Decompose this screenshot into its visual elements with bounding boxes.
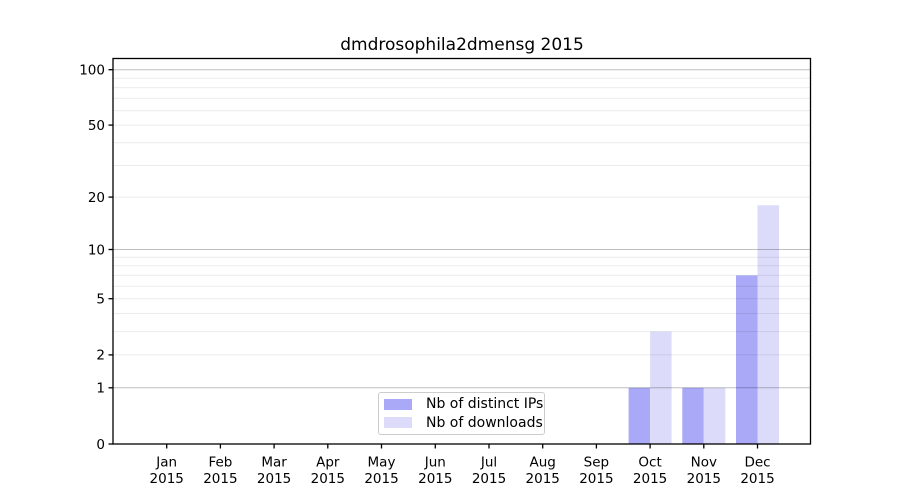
y-tick-label: 2	[96, 348, 105, 364]
bar-distinct-ips-dec	[736, 275, 758, 444]
y-tick-label: 1	[96, 381, 105, 397]
x-tick-label-year: 2015	[257, 471, 291, 487]
y-tick-label: 100	[79, 63, 105, 79]
chart-title: dmdrosophila2dmensg 2015	[340, 35, 584, 55]
x-tick-label-year: 2015	[579, 471, 613, 487]
y-tick-label: 5	[96, 292, 105, 308]
x-tick-label-month: Mar	[261, 455, 287, 471]
legend-entry-downloads: Nb of downloads	[384, 416, 544, 430]
x-tick-label-year: 2015	[740, 471, 774, 487]
x-tick-label-month: May	[368, 455, 396, 471]
legend-swatch-distinct-ips	[384, 398, 412, 410]
bar-distinct-ips-nov	[682, 387, 704, 444]
x-tick-label-month: Oct	[638, 455, 661, 471]
bar-downloads-oct	[650, 331, 672, 444]
plot-frame	[112, 57, 812, 445]
bar-downloads-nov	[703, 387, 726, 444]
x-tick-label-month: Jun	[424, 455, 446, 471]
x-tick-label-month: Sep	[584, 455, 609, 471]
x-tick-label-year: 2015	[364, 471, 398, 487]
x-tick-label-year: 2015	[633, 471, 667, 487]
x-tick-label-year: 2015	[687, 471, 721, 487]
x-tick-label-year: 2015	[311, 471, 345, 487]
x-tick-label-year: 2015	[418, 471, 452, 487]
x-tick-label-month: Apr	[316, 455, 340, 471]
legend-swatch-downloads	[384, 417, 412, 429]
legend-label-distinct-ips: Nb of distinct IPs	[426, 396, 544, 413]
x-tick-label-month: Aug	[530, 455, 556, 471]
y-tick-label: 50	[88, 118, 105, 134]
x-tick-label-month: Nov	[691, 455, 717, 471]
x-tick-label-year: 2015	[203, 471, 237, 487]
x-tick-label-month: Dec	[744, 455, 770, 471]
x-tick-label-month: Jan	[155, 455, 177, 471]
x-tick-label-month: Jul	[480, 455, 497, 471]
bar-distinct-ips-oct	[628, 387, 651, 444]
y-tick-label: 20	[88, 190, 105, 206]
y-tick-label: 10	[88, 242, 105, 258]
x-tick-label-year: 2015	[526, 471, 560, 487]
legend-label-downloads: Nb of downloads	[426, 414, 543, 431]
legend-entry-distinct-ips: Nb of distinct IPs	[384, 397, 544, 411]
legend: Nb of distinct IPs Nb of downloads	[378, 392, 545, 435]
bar-downloads-dec	[757, 205, 779, 444]
x-tick-label-year: 2015	[472, 471, 506, 487]
y-tick-label: 0	[96, 437, 105, 453]
x-tick-label-year: 2015	[150, 471, 184, 487]
x-tick-label-month: Feb	[208, 455, 232, 471]
